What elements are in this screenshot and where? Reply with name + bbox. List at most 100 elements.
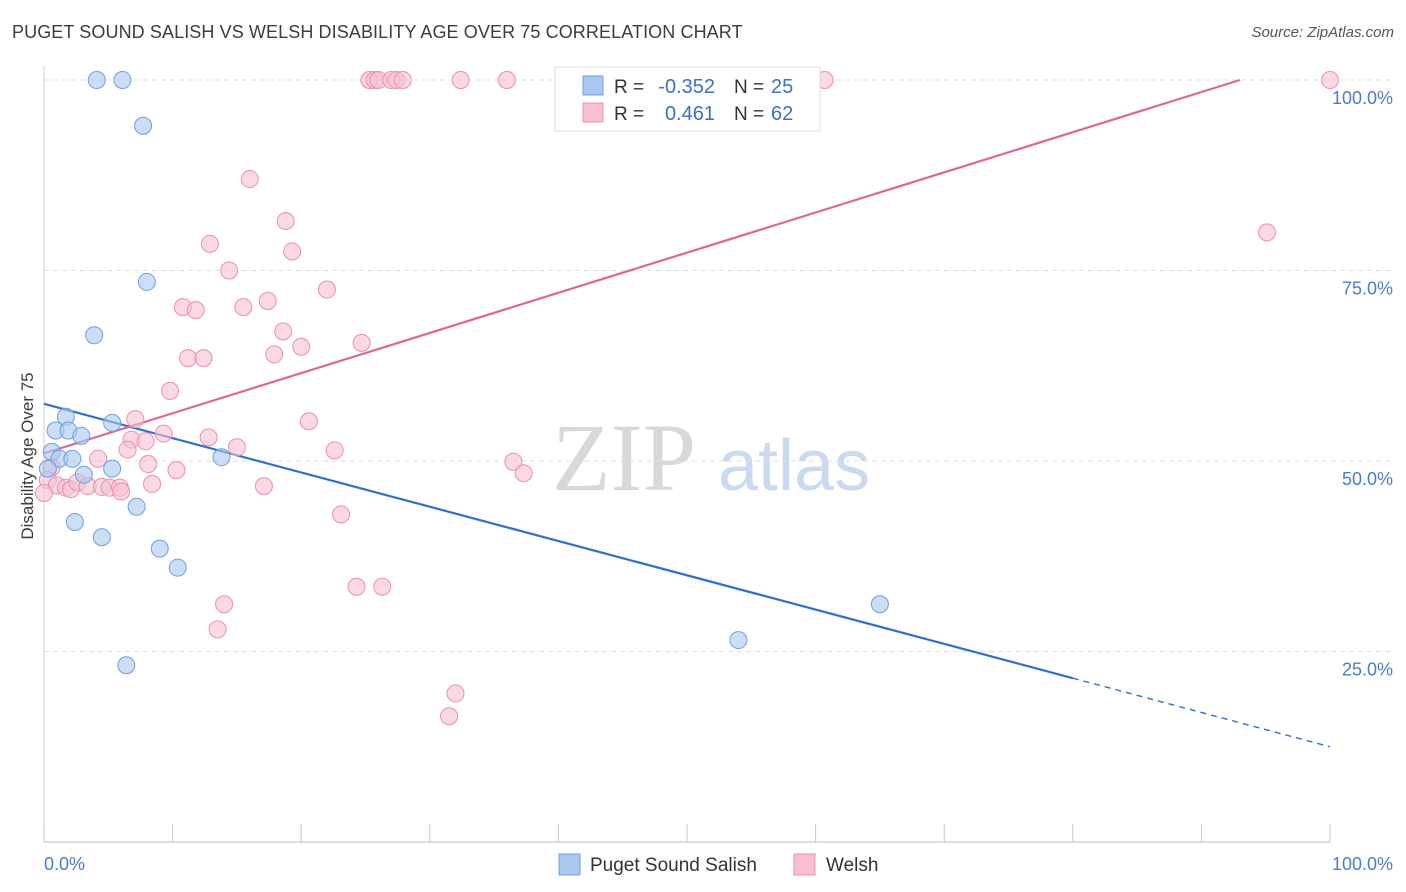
point-welsh-39: [139, 455, 158, 474]
point-welsh-12: [276, 211, 295, 230]
point-welsh-27: [194, 349, 213, 368]
trend-line-extension-0: [1072, 677, 1331, 748]
point-welsh-34: [136, 432, 155, 451]
watermark-atlas: atlas: [718, 426, 870, 506]
point-salish-15: [103, 459, 122, 478]
point-welsh-13: [200, 234, 219, 253]
y-tick-label-0: 25.0%: [1342, 660, 1393, 680]
x-tick-label-max: 100.0%: [1332, 854, 1393, 874]
point-welsh-10: [1321, 71, 1339, 89]
point-welsh-23: [292, 337, 311, 356]
point-welsh-59: [215, 595, 234, 614]
point-welsh-24: [352, 333, 371, 352]
point-welsh-63: [35, 484, 53, 503]
point-welsh-26: [179, 349, 198, 368]
data-points: [35, 71, 1339, 726]
y-tick-label-1: 50.0%: [1342, 469, 1393, 489]
point-salish-3: [137, 272, 156, 291]
stats-legend-swatch-welsh: [582, 102, 604, 123]
stats-n-label-salish: N =: [734, 77, 764, 98]
watermark-zip: ZIP: [552, 404, 696, 511]
point-welsh-15: [220, 261, 239, 280]
point-welsh-20: [234, 298, 253, 317]
point-welsh-31: [154, 424, 173, 443]
y-tick-label-3: 100.0%: [1332, 88, 1393, 108]
point-welsh-17: [317, 280, 336, 299]
stats-r-label-welsh: R =: [614, 104, 644, 125]
point-welsh-54: [143, 474, 162, 493]
point-salish-12: [63, 449, 82, 468]
stats-r-label-salish: R =: [614, 77, 644, 98]
point-welsh-56: [332, 505, 351, 524]
point-salish-24: [117, 656, 136, 675]
point-welsh-40: [167, 461, 186, 480]
point-salish-23: [870, 595, 889, 614]
bottom-legend: Puget Sound Salish Welsh: [558, 853, 878, 876]
legend-label-salish: Puget Sound Salish: [590, 855, 757, 876]
point-salish-13: [74, 465, 93, 484]
trend-line-0: [43, 402, 1074, 680]
legend-label-welsh: Welsh: [826, 855, 878, 876]
point-welsh-6: [451, 71, 470, 89]
point-salish-20: [150, 539, 169, 558]
point-welsh-18: [258, 291, 277, 310]
point-salish-2: [134, 116, 153, 135]
point-salish-17: [127, 497, 146, 516]
point-welsh-42: [514, 464, 533, 483]
point-welsh-7: [497, 71, 516, 89]
point-welsh-25: [265, 345, 284, 364]
watermark: ZIP atlas: [552, 404, 870, 511]
gridlines: [44, 79, 1394, 652]
y-tick-labels: 25.0% 50.0% 75.0% 100.0%: [1332, 88, 1393, 680]
x-tick-labels: 0.0% 100.0%: [44, 854, 1393, 874]
point-welsh-5: [393, 71, 412, 89]
point-welsh-41: [504, 452, 523, 471]
point-welsh-60: [208, 620, 227, 639]
point-salish-1: [113, 71, 132, 89]
point-welsh-38: [89, 449, 108, 468]
point-salish-21: [168, 558, 187, 577]
point-welsh-16: [1257, 223, 1276, 242]
point-salish-18: [65, 512, 84, 531]
point-salish-14: [38, 459, 57, 478]
stats-n-value-welsh: 62: [771, 103, 793, 125]
trend-line-1: [43, 78, 1241, 455]
stats-legend-swatch-salish: [582, 75, 604, 96]
point-welsh-57: [347, 577, 366, 596]
point-welsh-21: [186, 301, 205, 320]
stats-legend: R = -0.352 N = 25 R = 0.461 N = 62: [554, 66, 821, 132]
legend-swatch-welsh: [793, 853, 816, 876]
point-welsh-29: [299, 412, 318, 431]
point-welsh-61: [446, 684, 465, 703]
y-axis-label: Disability Age Over 75: [18, 372, 37, 539]
point-welsh-55: [254, 477, 273, 496]
y-tick-label-2: 75.0%: [1342, 279, 1393, 299]
stats-r-value-salish: -0.352: [658, 76, 715, 98]
point-welsh-35: [227, 438, 246, 457]
point-welsh-14: [283, 242, 302, 261]
trend-lines: [43, 78, 1331, 748]
point-salish-19: [92, 528, 111, 547]
point-welsh-11: [240, 170, 259, 189]
point-welsh-30: [126, 410, 145, 429]
point-welsh-22: [274, 322, 293, 341]
stats-n-value-salish: 25: [771, 76, 793, 98]
point-welsh-28: [161, 381, 180, 400]
point-salish-4: [85, 326, 104, 345]
stats-r-value-welsh: 0.461: [665, 103, 715, 125]
legend-swatch-salish: [558, 853, 581, 876]
chart-title: PUGET SOUND SALISH VS WELSH DISABILITY A…: [12, 22, 743, 42]
chart-source: Source: ZipAtlas.com: [1251, 24, 1394, 41]
x-tick-label-min: 0.0%: [44, 854, 85, 874]
point-welsh-37: [325, 441, 344, 460]
point-salish-9: [72, 426, 91, 445]
point-salish-22: [729, 631, 748, 650]
point-welsh-53: [112, 482, 131, 501]
point-welsh-58: [373, 577, 392, 596]
point-salish-6: [103, 413, 122, 432]
point-salish-16: [212, 448, 231, 467]
point-welsh-32: [199, 428, 218, 447]
stats-n-label-welsh: N =: [734, 104, 764, 125]
point-welsh-36: [118, 440, 137, 459]
